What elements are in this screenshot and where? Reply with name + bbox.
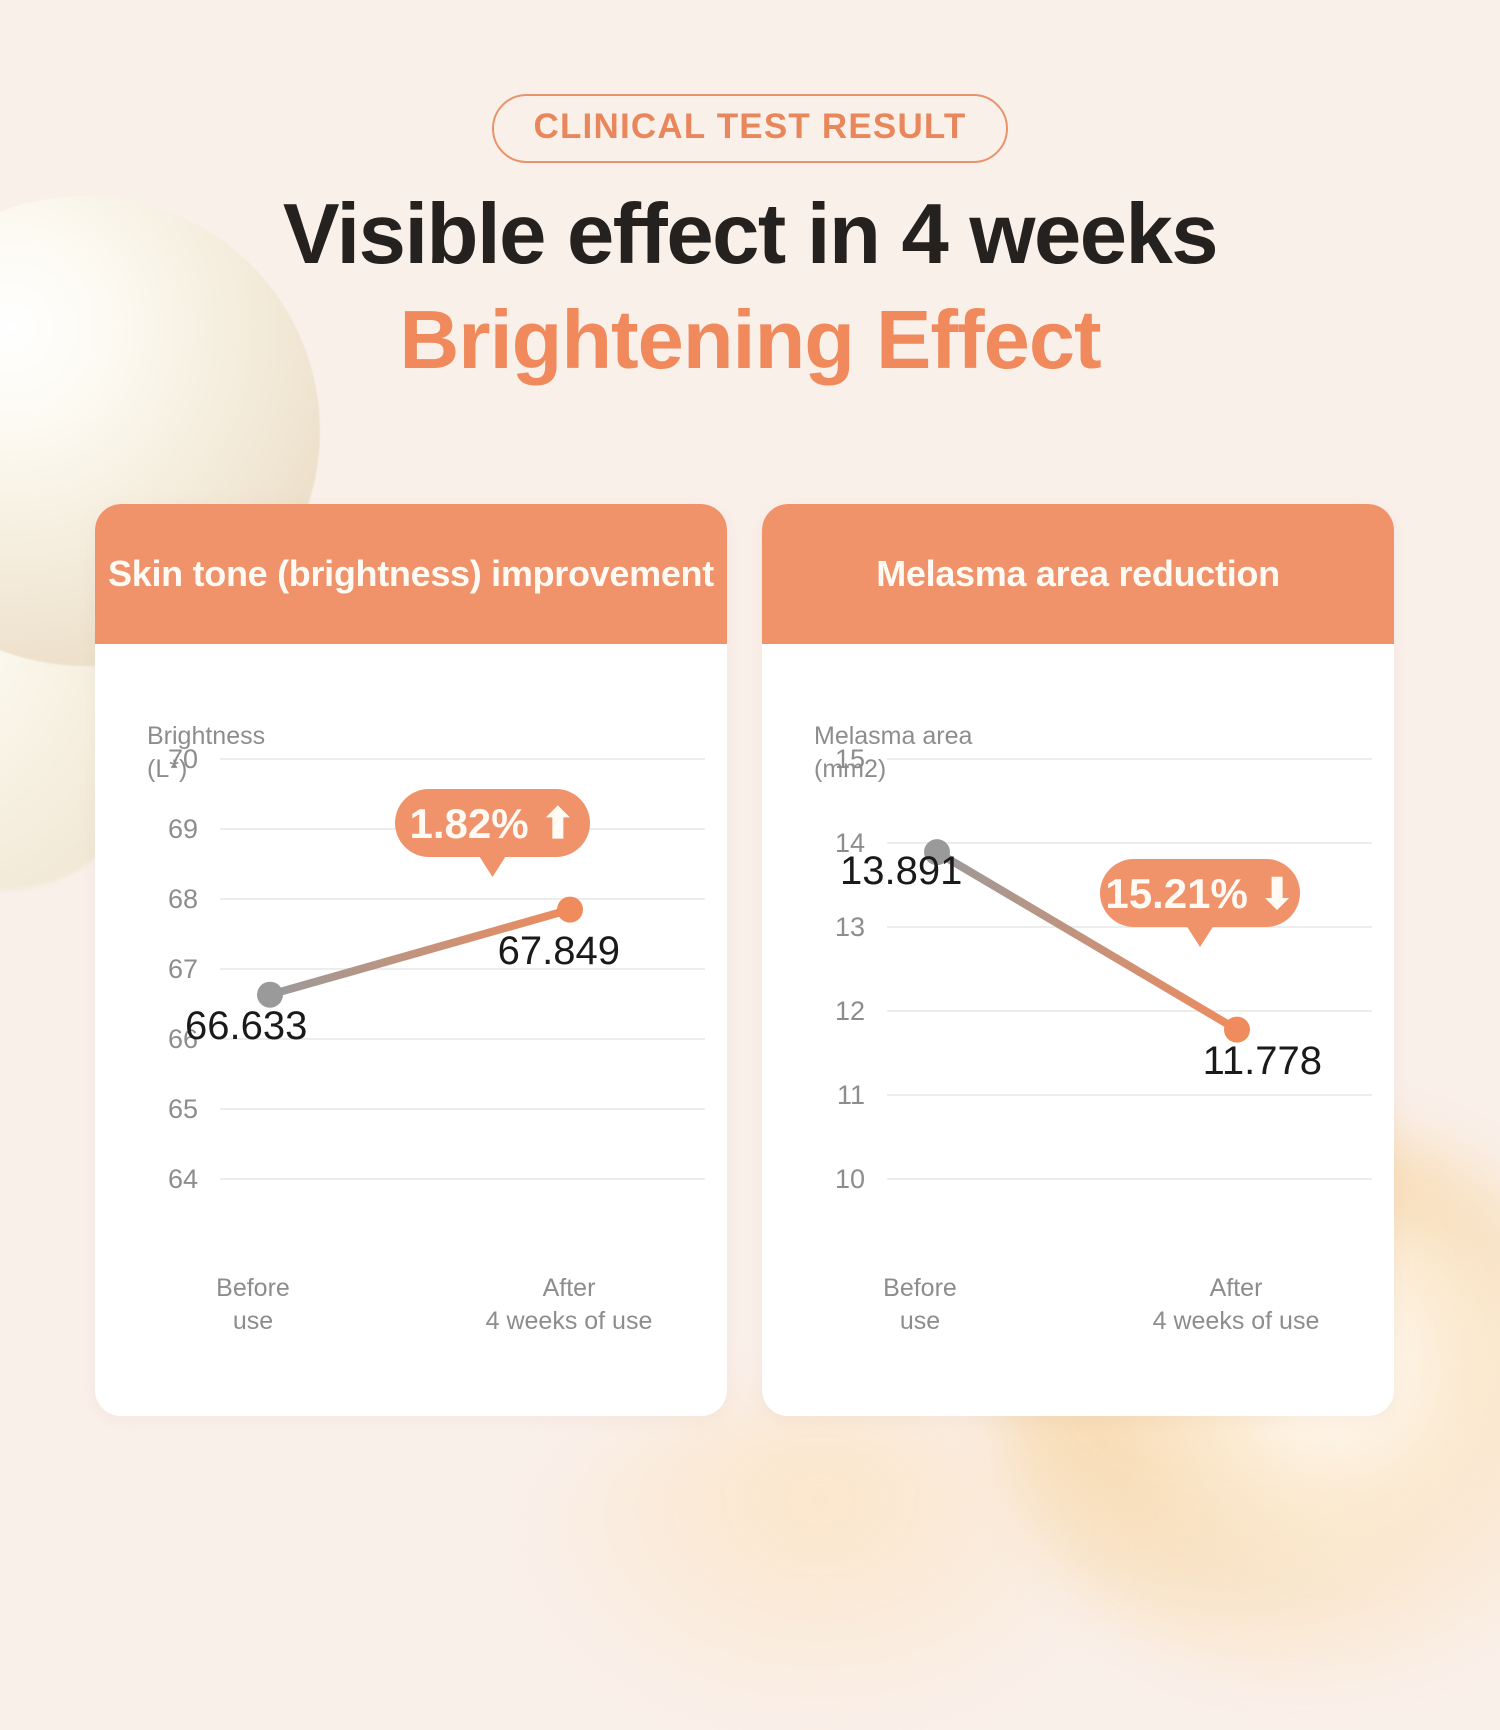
skin-tone-chart: Brightness (L*) 70 69 68 67 66 65 64 66.633 67.8… [95, 644, 727, 1416]
x-tick-before: Before use [216, 1274, 290, 1335]
percent-change-text: 15.21% ⬇ [1105, 870, 1294, 917]
card-skin-tone-title: Skin tone (brightness) improvement [108, 552, 714, 594]
clinical-badge-wrapper: CLINICAL TEST RESULT [0, 94, 1500, 163]
x-tick-before: Before use [883, 1274, 957, 1335]
page-title-line1: Visible effect in 4 weeks [282, 187, 1219, 282]
x-tick-after: After 4 weeks of use [1152, 1274, 1320, 1335]
y-tick-label: 14 [835, 828, 865, 858]
point-value-label: 66.633 [185, 1004, 307, 1048]
y-tick-label: 65 [168, 1094, 198, 1124]
point-value-label: 67.849 [498, 929, 620, 973]
point-value-label: 11.778 [1203, 1039, 1322, 1083]
decorative-glow-bottom [520, 1400, 1120, 1730]
card-skin-tone: Skin tone (brightness) improvement Brigh… [95, 504, 727, 1416]
melasma-y-axis-title: Melasma area (mm2) [814, 722, 973, 783]
data-point-before [924, 839, 950, 866]
y-tick-label: 10 [835, 1164, 865, 1194]
y-tick-label: 64 [168, 1164, 198, 1194]
clinical-test-badge: CLINICAL TEST RESULT [491, 94, 1009, 163]
x-tick-after: After 4 weeks of use [485, 1274, 653, 1335]
point-value-label: 13.891 [840, 849, 962, 893]
skin-tone-y-axis-title: Brightness (L*) [147, 722, 266, 783]
y-tick-label: 69 [168, 814, 198, 844]
percent-change-badge: 1.82% ⬆ [395, 789, 590, 877]
page-title-line2: Brightening Effect [399, 293, 1101, 386]
melasma-x-axis-labels: Before use After 4 weeks of use [762, 1272, 1394, 1338]
card-melasma-header: Melasma area reduction [762, 504, 1394, 644]
y-tick-label: 13 [835, 912, 865, 942]
y-tick-label: 67 [168, 954, 198, 984]
percent-change-badge: 15.21% ⬇ [1100, 859, 1300, 947]
y-tick-label: 68 [168, 884, 198, 914]
percent-change-text: 1.82% ⬆ [410, 800, 576, 847]
card-melasma: Melasma area reduction Melasma area (mm2… [762, 504, 1394, 1416]
y-tick-label: 66 [168, 1024, 198, 1054]
skin-tone-plot: 70 69 68 67 66 65 64 66.633 67.849 1.82% ⬆ [168, 744, 705, 1194]
y-tick-label: 12 [835, 996, 865, 1026]
melasma-chart: Melasma area (mm2) 15 14 13 12 11 10 13.891 11.… [762, 644, 1394, 1416]
card-skin-tone-header: Skin tone (brightness) improvement [95, 504, 727, 644]
data-point-after [557, 896, 583, 923]
card-melasma-title: Melasma area reduction [876, 552, 1280, 594]
melasma-plot: 15 14 13 12 11 10 13.891 11.778 15.21% ⬇ [835, 744, 1372, 1194]
data-point-after [1224, 1016, 1250, 1043]
data-point-before [257, 981, 283, 1008]
y-tick-label: 70 [168, 744, 198, 774]
skin-tone-x-axis-labels: Before use After 4 weeks of use [95, 1272, 727, 1338]
y-tick-label: 15 [835, 744, 865, 774]
y-tick-label: 11 [837, 1080, 865, 1110]
